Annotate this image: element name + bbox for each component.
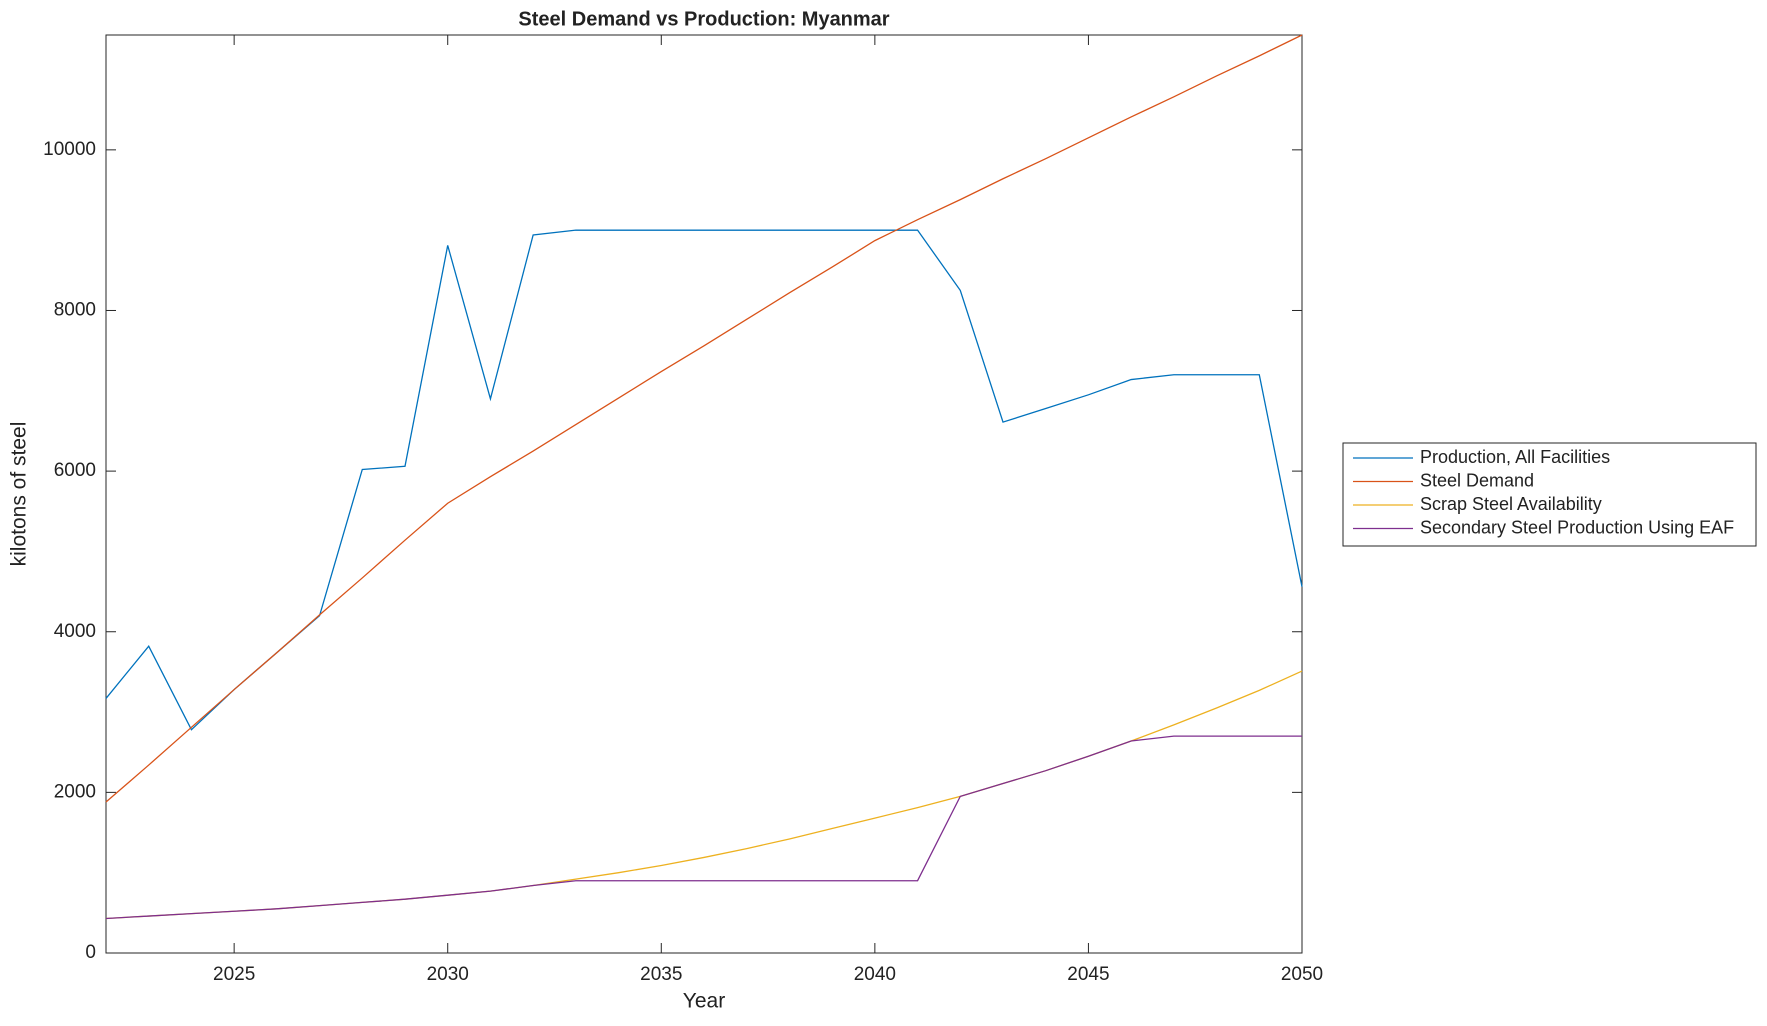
- y-tick-label: 0: [85, 942, 96, 963]
- y-tick-label: 10000: [43, 139, 96, 160]
- line-series: [105, 735, 1302, 920]
- x-tick-label: 2030: [427, 964, 469, 985]
- y-tick-label: 4000: [54, 621, 96, 642]
- y-tick-label: 6000: [54, 460, 96, 481]
- legend-label: Secondary Steel Production Using EAF: [1420, 517, 1734, 537]
- y-tick-label: 8000: [54, 299, 96, 320]
- legend-label: Steel Demand: [1420, 470, 1534, 490]
- line-series: [105, 34, 1303, 803]
- legend-label: Scrap Steel Availability: [1420, 494, 1602, 514]
- x-tick-label: 2035: [640, 964, 682, 985]
- y-tick-label: 2000: [54, 781, 96, 802]
- x-tick-label: 2025: [213, 964, 255, 985]
- plot-frame: [105, 34, 1303, 954]
- x-axis-label: Year: [683, 990, 725, 1013]
- y-axis-label: kilotons of steel: [8, 422, 31, 567]
- x-tick-label: 2040: [854, 964, 896, 985]
- x-tick-label: 2050: [1281, 964, 1323, 985]
- chart-title: Steel Demand vs Production: Myanmar: [518, 8, 889, 30]
- line-series: [105, 229, 1303, 731]
- legend-label: Production, All Facilities: [1420, 447, 1610, 467]
- x-tick-label: 2045: [1067, 964, 1109, 985]
